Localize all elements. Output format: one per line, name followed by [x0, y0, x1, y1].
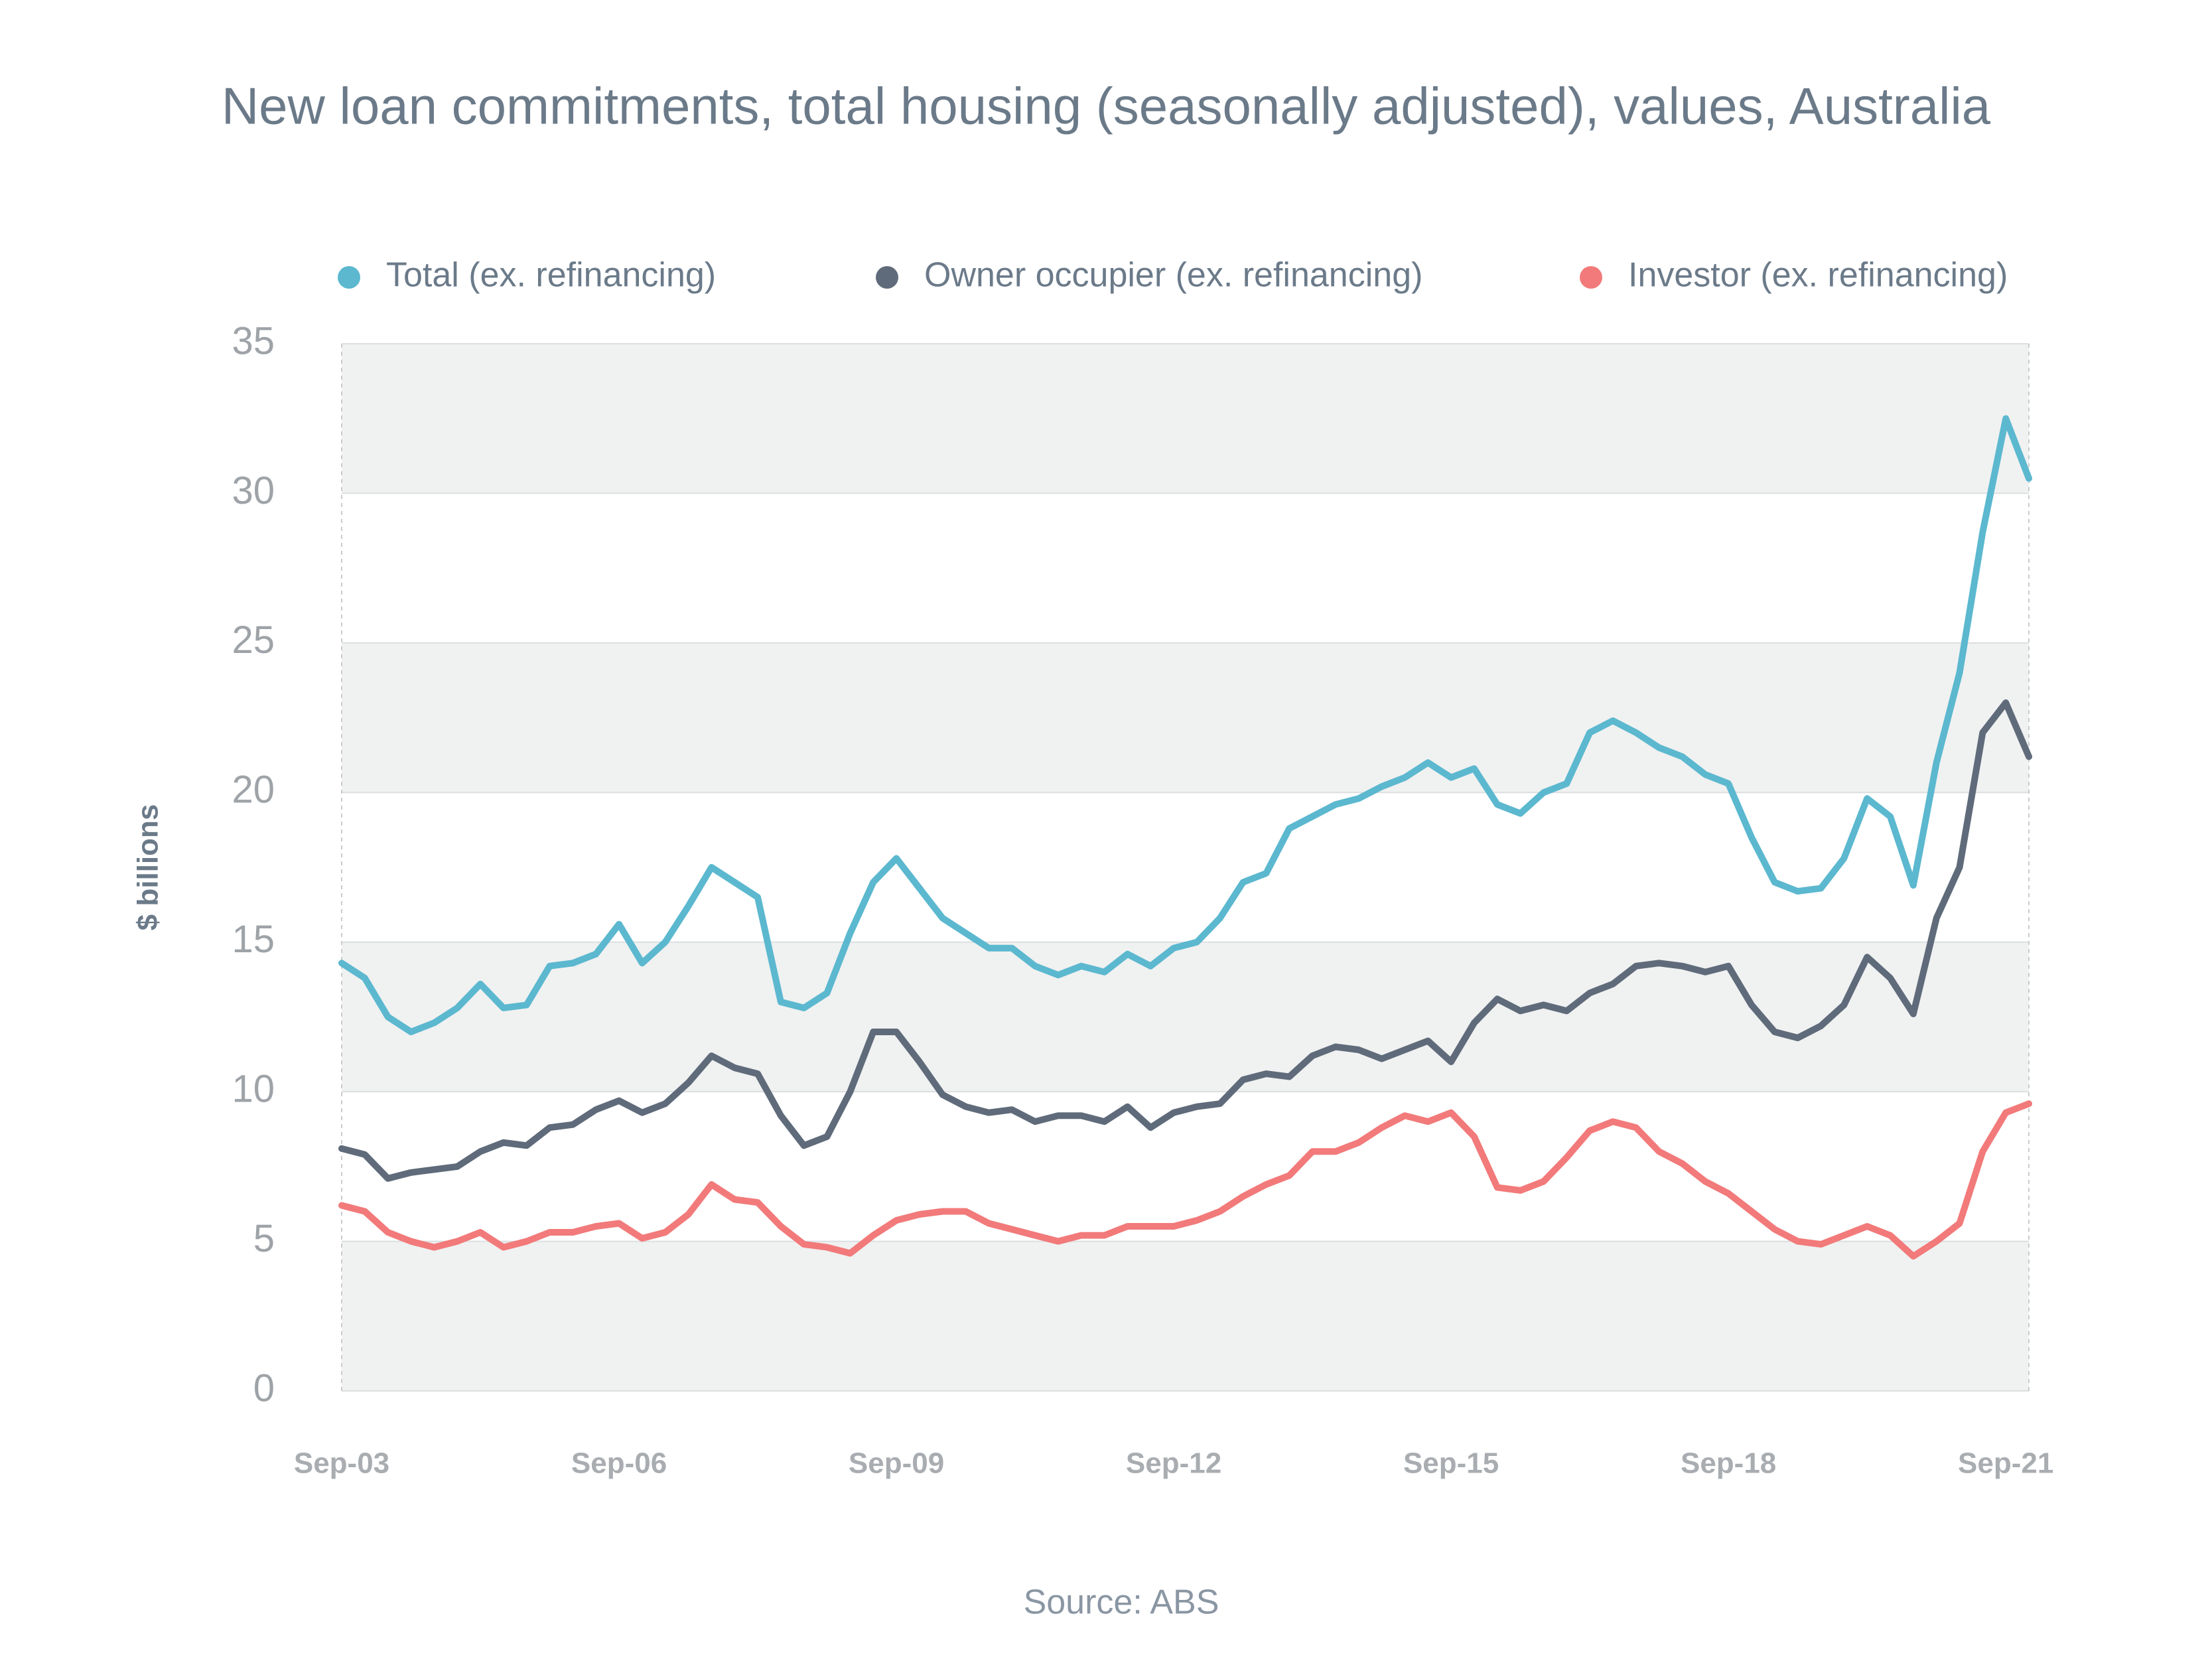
- plot-band: [342, 344, 2029, 494]
- legend-label: Owner occupier (ex. refinancing): [924, 256, 1422, 295]
- x-tick-label: Sep-12: [1126, 1447, 1221, 1480]
- series-line: [338, 1100, 2032, 1260]
- chart-title: New loan commitments, total housing (sea…: [222, 77, 1991, 135]
- y-axis-label: $ billions: [132, 804, 165, 931]
- plot-band: [342, 1241, 2029, 1391]
- y-tick-label: 35: [232, 319, 275, 362]
- source: Source: ABS: [1024, 1583, 1219, 1622]
- y-tick-label: 20: [232, 768, 275, 812]
- x-tick-label: Sep-03: [294, 1447, 389, 1480]
- plot-band: [342, 642, 2029, 793]
- plot-band: [342, 942, 2029, 1092]
- legend-label: Investor (ex. refinancing): [1628, 256, 2008, 295]
- legend-label: Total (ex. refinancing): [386, 256, 716, 295]
- x-tick-label: Sep-15: [1403, 1447, 1499, 1480]
- x-tick-label: Sep-21: [1958, 1447, 2053, 1480]
- y-tick-label: 0: [253, 1366, 275, 1409]
- legend-marker: [338, 266, 360, 289]
- y-tick-label: 5: [253, 1217, 275, 1260]
- x-tick-label: Sep-06: [571, 1447, 667, 1480]
- series-line: [338, 699, 2032, 1182]
- y-tick-label: 10: [232, 1067, 275, 1110]
- y-tick-label: 30: [232, 469, 275, 512]
- legend-marker: [876, 266, 898, 289]
- legend-marker: [1580, 266, 1602, 289]
- y-tick-label: 15: [232, 918, 275, 961]
- x-tick-label: Sep-18: [1681, 1447, 1776, 1480]
- x-tick-label: Sep-09: [849, 1447, 944, 1480]
- y-tick-label: 25: [232, 618, 275, 662]
- series-line: [338, 415, 2032, 1035]
